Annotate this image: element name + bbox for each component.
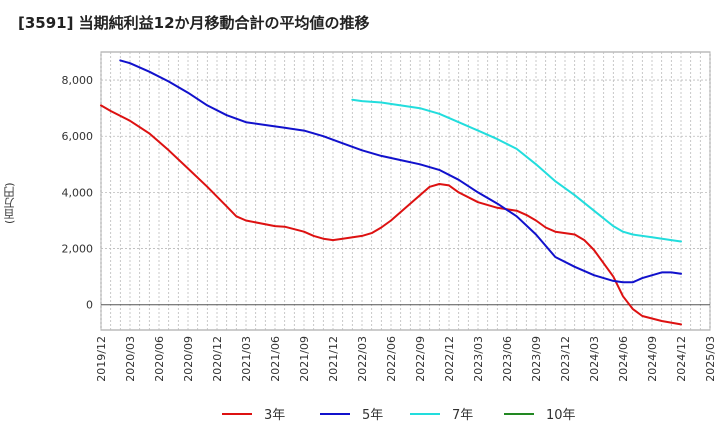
x-tick-label: 2023/09 — [530, 336, 543, 382]
x-tick-label: 2022/03 — [356, 336, 369, 382]
x-tick-label: 2024/12 — [675, 336, 688, 382]
series-line-2 — [119, 59, 682, 284]
x-tick-label: 2020/06 — [153, 336, 166, 382]
legend: 3年 5年 7年 10年 — [222, 408, 576, 423]
x-tick-label: 2021/06 — [269, 336, 282, 382]
y-tick-label: 0 — [86, 299, 93, 312]
x-tick-label: 2020/12 — [211, 336, 224, 382]
x-tick-label: 2021/12 — [327, 336, 340, 382]
x-tick-label: 2020/03 — [124, 336, 137, 382]
x-tick-label: 2019/12 — [95, 336, 108, 382]
y-tick-label: 8,000 — [62, 74, 94, 87]
series-line-1 — [100, 104, 682, 326]
legend-label-3: 7年 — [452, 408, 473, 423]
x-tick-label: 2020/09 — [182, 336, 195, 382]
x-tick-label: 2024/09 — [646, 336, 659, 382]
x-tick-label: 2023/06 — [501, 336, 514, 382]
series-line-3 — [351, 98, 682, 243]
x-tick-labels: 2019/12 2020/03 2020/06 2020/09 2020/12 2021/… — [95, 336, 717, 382]
x-tick-label: 2023/03 — [472, 336, 485, 382]
y-tick-label: 4,000 — [62, 186, 94, 199]
chart-title: [3591] 当期純利益12か月移動合計の平均値の推移 — [18, 14, 370, 32]
x-tick-label: 2023/12 — [559, 336, 572, 382]
series-lines — [100, 59, 682, 326]
grid — [100, 52, 711, 330]
x-tick-label: 2024/03 — [588, 336, 601, 382]
legend-label-1: 3年 — [264, 408, 285, 423]
x-tick-label: 2025/03 — [704, 336, 717, 382]
x-tick-label: 2022/06 — [385, 336, 398, 382]
x-tick-label: 2021/09 — [298, 336, 311, 382]
y-tick-labels: 0 2,000 4,000 6,000 8,000 — [62, 74, 94, 312]
legend-label-4: 10年 — [546, 408, 576, 423]
x-tick-label: 2022/09 — [414, 336, 427, 382]
plot-area — [100, 51, 711, 331]
y-tick-label: 2,000 — [62, 243, 94, 256]
y-tick-label: 6,000 — [62, 130, 94, 143]
legend-label-2: 5年 — [362, 408, 383, 423]
x-tick-label: 2022/12 — [443, 336, 456, 382]
x-tick-label: 2021/03 — [240, 336, 253, 382]
x-tick-label: 2024/06 — [617, 336, 630, 382]
